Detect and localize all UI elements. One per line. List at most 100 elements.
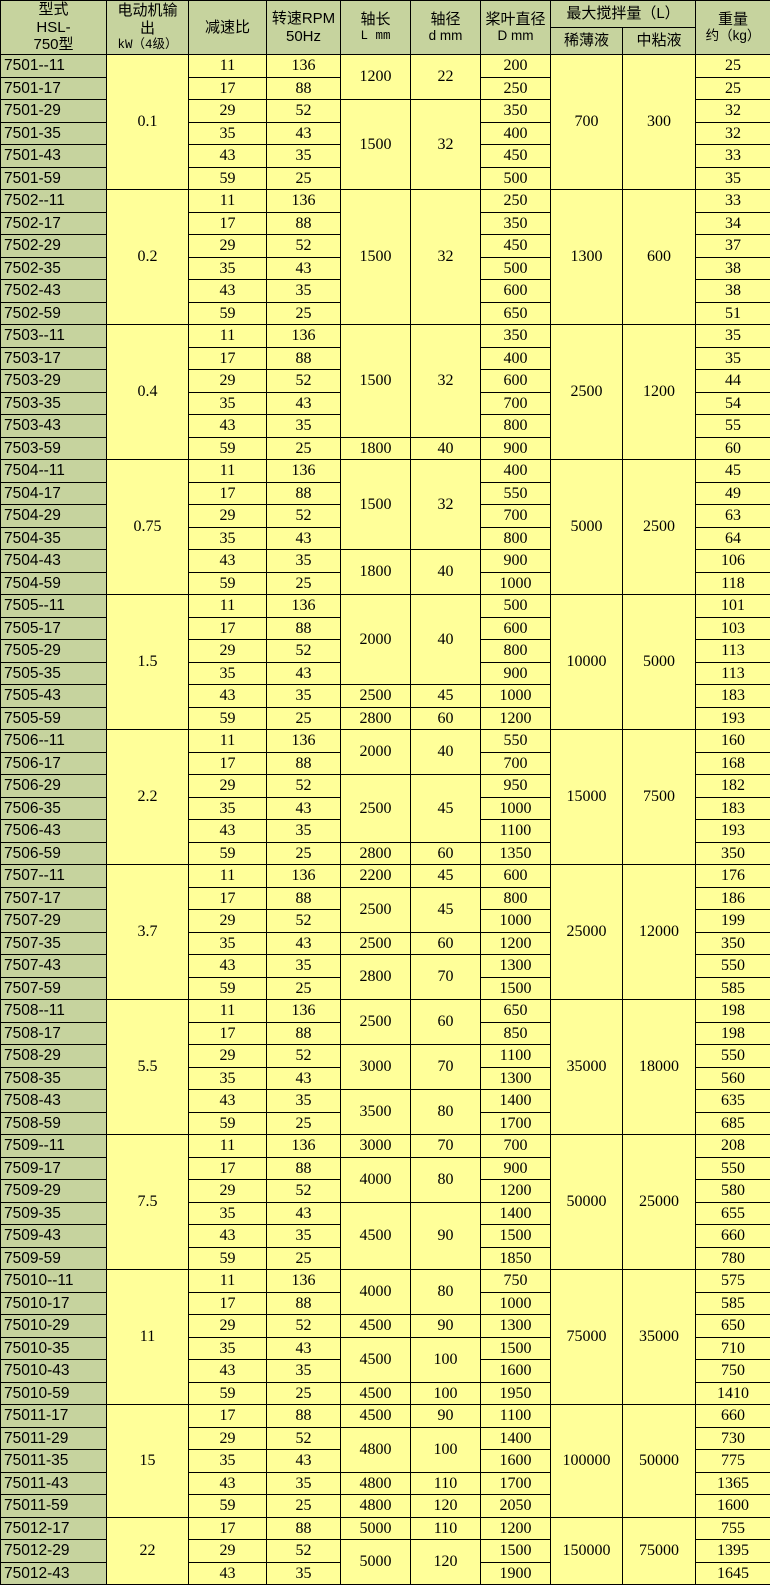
cell-shaft-length: 1800 — [341, 437, 411, 460]
cell-weight: 37 — [696, 235, 770, 258]
cell-shaft-diameter: 40 — [411, 730, 481, 775]
cell-reduction-ratio: 59 — [189, 1112, 267, 1135]
cell-rpm: 136 — [267, 1000, 341, 1023]
cell-shaft-length: 1200 — [341, 55, 411, 100]
cell-blade-diameter: 1000 — [481, 685, 551, 708]
cell-model: 7507-43 — [1, 955, 107, 978]
cell-weight: 45 — [696, 460, 770, 483]
cell-reduction-ratio: 35 — [189, 932, 267, 955]
cell-weight: 183 — [696, 685, 770, 708]
cell-weight: 25 — [696, 77, 770, 100]
cell-shaft-length: 2800 — [341, 707, 411, 730]
cell-blade-diameter: 400 — [481, 347, 551, 370]
cell-weight: 575 — [696, 1270, 770, 1293]
cell-reduction-ratio: 29 — [189, 1315, 267, 1338]
cell-shaft-diameter: 60 — [411, 842, 481, 865]
cell-weight: 350 — [696, 932, 770, 955]
cell-blade-diameter: 1200 — [481, 707, 551, 730]
cell-blade-diameter: 1000 — [481, 572, 551, 595]
cell-rpm: 43 — [267, 932, 341, 955]
cell-rpm: 35 — [267, 1360, 341, 1383]
cell-blade-diameter: 1400 — [481, 1090, 551, 1113]
cell-weight: 193 — [696, 820, 770, 843]
cell-weight: 35 — [696, 325, 770, 348]
header-ratio-line1: 减速比 — [189, 19, 266, 37]
cell-shaft-diameter: 22 — [411, 55, 481, 100]
cell-medium-liquid-volume: 5000 — [623, 595, 696, 730]
cell-rpm: 35 — [267, 820, 341, 843]
cell-reduction-ratio: 29 — [189, 505, 267, 528]
cell-weight: 1395 — [696, 1540, 770, 1563]
cell-thin-liquid-volume: 35000 — [551, 1000, 623, 1135]
cell-reduction-ratio: 17 — [189, 617, 267, 640]
cell-weight: 660 — [696, 1225, 770, 1248]
cell-reduction-ratio: 43 — [189, 1090, 267, 1113]
cell-weight: 550 — [696, 955, 770, 978]
cell-weight: 750 — [696, 1360, 770, 1383]
cell-weight: 113 — [696, 662, 770, 685]
cell-shaft-diameter: 110 — [411, 1517, 481, 1540]
cell-reduction-ratio: 29 — [189, 910, 267, 933]
cell-blade-diameter: 800 — [481, 640, 551, 663]
cell-rpm: 52 — [267, 505, 341, 528]
cell-shaft-length: 4500 — [341, 1405, 411, 1428]
cell-weight: 32 — [696, 100, 770, 123]
cell-blade-diameter: 1300 — [481, 1315, 551, 1338]
cell-model: 7502-43 — [1, 280, 107, 303]
cell-blade-diameter: 1300 — [481, 1067, 551, 1090]
cell-rpm: 136 — [267, 325, 341, 348]
cell-model: 7508-29 — [1, 1045, 107, 1068]
cell-weight: 38 — [696, 257, 770, 280]
cell-weight: 51 — [696, 302, 770, 325]
cell-rpm: 88 — [267, 1292, 341, 1315]
cell-blade-diameter: 900 — [481, 437, 551, 460]
cell-reduction-ratio: 43 — [189, 280, 267, 303]
cell-reduction-ratio: 11 — [189, 1135, 267, 1158]
cell-shaft-length: 1800 — [341, 550, 411, 595]
cell-model: 7509-59 — [1, 1247, 107, 1270]
header-blade-diameter-line1: 桨叶直径 — [481, 11, 550, 29]
cell-weight: 730 — [696, 1427, 770, 1450]
cell-shaft-diameter: 40 — [411, 595, 481, 685]
cell-shaft-length: 1500 — [341, 100, 411, 190]
cell-model: 7503-29 — [1, 370, 107, 393]
cell-blade-diameter: 1400 — [481, 1202, 551, 1225]
cell-reduction-ratio: 29 — [189, 1045, 267, 1068]
cell-weight: 33 — [696, 145, 770, 168]
cell-reduction-ratio: 11 — [189, 1000, 267, 1023]
cell-model: 7501-35 — [1, 122, 107, 145]
header-motor-line3: kW（4级） — [107, 38, 188, 53]
cell-rpm: 35 — [267, 685, 341, 708]
cell-reduction-ratio: 59 — [189, 977, 267, 1000]
cell-rpm: 136 — [267, 595, 341, 618]
cell-weight: 103 — [696, 617, 770, 640]
cell-thin-liquid-volume: 10000 — [551, 595, 623, 730]
cell-blade-diameter: 1850 — [481, 1247, 551, 1270]
cell-blade-diameter: 550 — [481, 482, 551, 505]
cell-shaft-diameter: 45 — [411, 775, 481, 843]
cell-rpm: 88 — [267, 1022, 341, 1045]
header-shaft-length-line1: 轴长 — [341, 11, 410, 29]
cell-medium-liquid-volume: 2500 — [623, 460, 696, 595]
cell-rpm: 25 — [267, 1495, 341, 1518]
cell-blade-diameter: 1100 — [481, 1045, 551, 1068]
cell-reduction-ratio: 59 — [189, 1495, 267, 1518]
cell-reduction-ratio: 35 — [189, 1202, 267, 1225]
cell-shaft-diameter: 45 — [411, 887, 481, 932]
cell-shaft-diameter: 100 — [411, 1382, 481, 1405]
cell-shaft-length: 2500 — [341, 685, 411, 708]
cell-reduction-ratio: 59 — [189, 167, 267, 190]
cell-medium-liquid-volume: 25000 — [623, 1135, 696, 1270]
cell-weight: 1410 — [696, 1382, 770, 1405]
cell-reduction-ratio: 59 — [189, 707, 267, 730]
cell-weight: 35 — [696, 347, 770, 370]
cell-rpm: 43 — [267, 1450, 341, 1473]
cell-model: 7504--11 — [1, 460, 107, 483]
header-rpm-line1: 转速RPM — [267, 10, 340, 28]
cell-model: 7509-29 — [1, 1180, 107, 1203]
cell-motor-output: 0.4 — [107, 325, 189, 460]
cell-reduction-ratio: 43 — [189, 1360, 267, 1383]
cell-rpm: 136 — [267, 55, 341, 78]
